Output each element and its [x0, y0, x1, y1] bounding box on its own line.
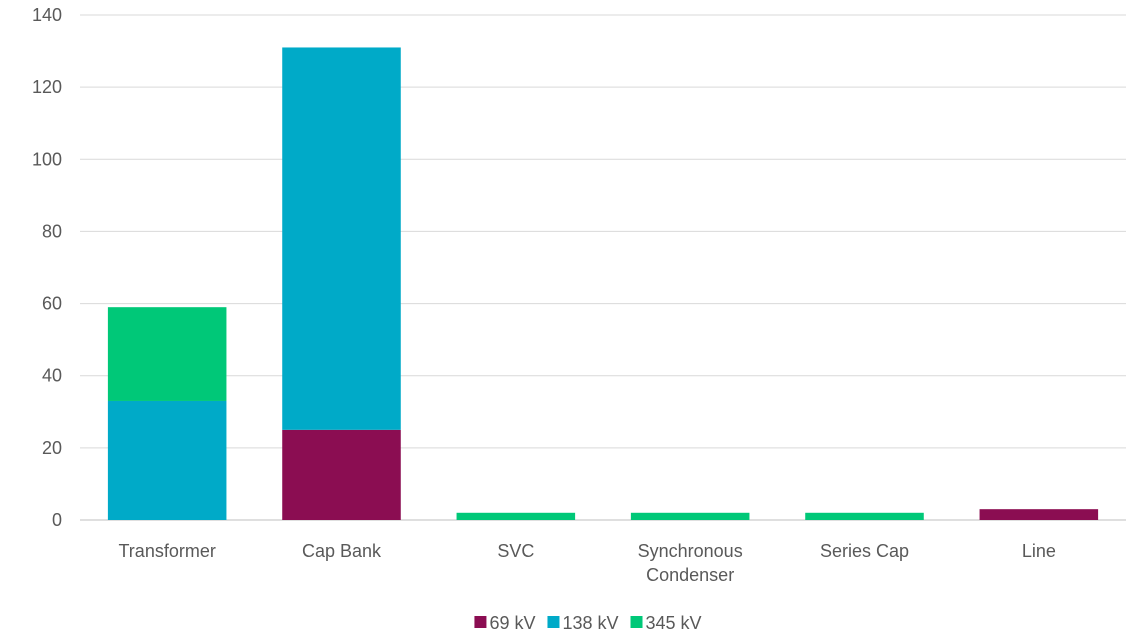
legend-label: 345 kV: [646, 613, 702, 633]
x-tick-label: Series Cap: [820, 541, 909, 561]
x-tick-label: SVC: [497, 541, 534, 561]
bar-segment: [805, 513, 924, 520]
x-tick-label: Transformer: [118, 541, 215, 561]
y-tick-label: 140: [32, 5, 62, 25]
y-tick-label: 120: [32, 77, 62, 97]
legend-swatch: [547, 616, 559, 628]
legend: 69 kV 138 kV 345 kV: [474, 613, 701, 633]
legend-label: 138 kV: [562, 613, 618, 633]
x-tick-label: Line: [1022, 541, 1056, 561]
x-tick-label: Synchronous: [638, 541, 743, 561]
bar-segment: [631, 513, 750, 520]
bar-segment: [457, 513, 576, 520]
y-tick-label: 20: [42, 438, 62, 458]
gridlines: [80, 15, 1126, 520]
bar-segment: [282, 430, 401, 520]
legend-swatch: [631, 616, 643, 628]
x-axis-ticks: Transformer Cap Bank SVC Synchronous Condens…: [118, 541, 1055, 585]
y-tick-label: 80: [42, 221, 62, 241]
y-tick-label: 60: [42, 294, 62, 314]
y-axis-ticks: 0 20 40 60 80 100 120 140: [32, 5, 62, 530]
bar-segment: [282, 47, 401, 429]
bar-segment: [108, 307, 227, 401]
legend-swatch: [474, 616, 486, 628]
bar-segment: [980, 509, 1099, 520]
bar-segment: [108, 401, 227, 520]
y-tick-label: 40: [42, 366, 62, 386]
legend-label: 69 kV: [489, 613, 535, 633]
bars: [108, 47, 1098, 520]
y-tick-label: 100: [32, 149, 62, 169]
y-tick-label: 0: [52, 510, 62, 530]
x-tick-label: Cap Bank: [302, 541, 382, 561]
x-tick-label: Condenser: [646, 565, 734, 585]
